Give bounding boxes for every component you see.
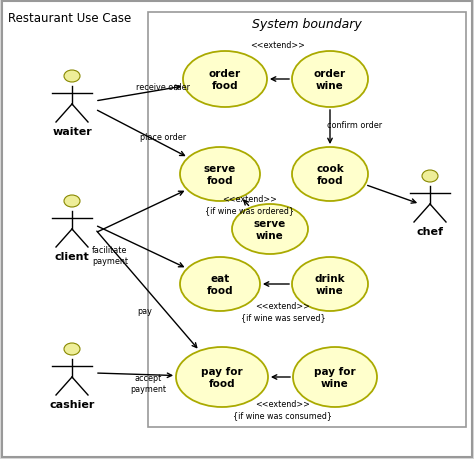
Text: serve
food: serve food xyxy=(204,164,236,185)
Text: facilitate
payment: facilitate payment xyxy=(92,246,128,265)
Text: <<extend>>: <<extend>> xyxy=(251,40,305,50)
Ellipse shape xyxy=(176,347,268,407)
Text: Restaurant Use Case: Restaurant Use Case xyxy=(8,12,131,25)
Text: place order: place order xyxy=(140,133,186,142)
Ellipse shape xyxy=(64,71,80,83)
Text: System boundary: System boundary xyxy=(252,18,362,31)
Text: <<extend>>
{if wine was ordered}: <<extend>> {if wine was ordered} xyxy=(206,195,294,214)
Text: client: client xyxy=(55,252,90,262)
Text: serve
wine: serve wine xyxy=(254,219,286,240)
Text: order
wine: order wine xyxy=(314,69,346,90)
Text: drink
wine: drink wine xyxy=(315,274,346,295)
Ellipse shape xyxy=(422,171,438,183)
Text: cashier: cashier xyxy=(49,399,95,409)
Text: <<extend>>
{if wine was consumed}: <<extend>> {if wine was consumed} xyxy=(234,399,332,419)
Text: eat
food: eat food xyxy=(207,274,233,295)
Ellipse shape xyxy=(292,257,368,311)
Text: pay for
wine: pay for wine xyxy=(314,366,356,388)
Ellipse shape xyxy=(232,205,308,254)
Text: receive order: receive order xyxy=(136,84,190,92)
Text: waiter: waiter xyxy=(52,127,92,137)
Ellipse shape xyxy=(183,52,267,108)
Text: chef: chef xyxy=(417,226,444,236)
Text: cook
food: cook food xyxy=(316,164,344,185)
Ellipse shape xyxy=(293,347,377,407)
Ellipse shape xyxy=(64,196,80,207)
Text: pay for
food: pay for food xyxy=(201,366,243,388)
Ellipse shape xyxy=(292,52,368,108)
Text: confirm order: confirm order xyxy=(328,120,383,129)
Text: pay: pay xyxy=(137,307,153,316)
Ellipse shape xyxy=(180,148,260,202)
Bar xyxy=(148,13,466,427)
Ellipse shape xyxy=(180,257,260,311)
Text: <<extend>>
{if wine was served}: <<extend>> {if wine was served} xyxy=(241,302,325,321)
Text: accept
payment: accept payment xyxy=(130,374,166,393)
Text: order
food: order food xyxy=(209,69,241,90)
Ellipse shape xyxy=(292,148,368,202)
Ellipse shape xyxy=(64,343,80,355)
